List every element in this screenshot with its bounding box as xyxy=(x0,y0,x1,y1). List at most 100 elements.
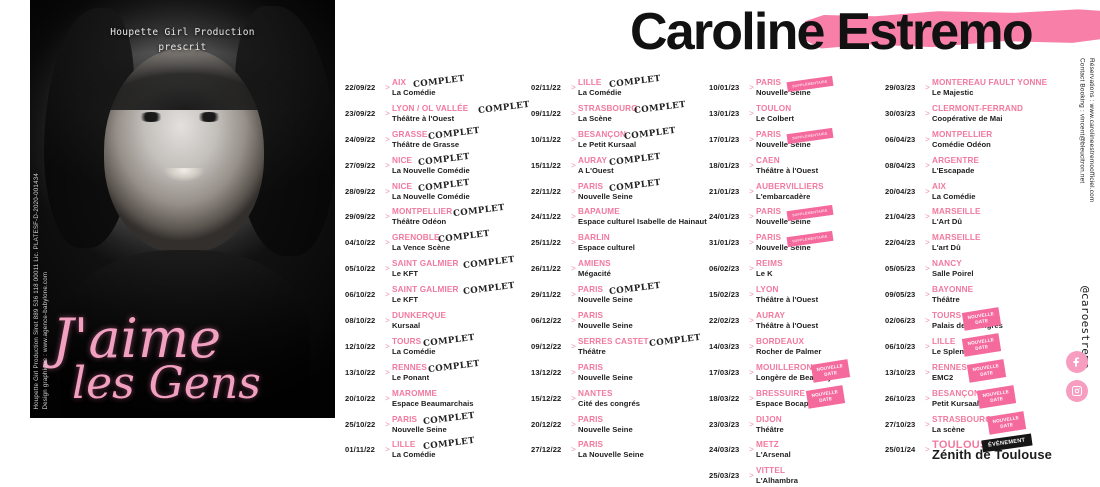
tour-date-text: BORDEAUX Rocher de Palmer xyxy=(756,337,885,358)
chevron-right-icon: > xyxy=(925,160,930,170)
tour-date-row[interactable]: 13/01/23 > TOULON Le Colbert xyxy=(709,104,885,125)
tour-date-row[interactable]: 21/04/23 > MARSEILLE L'Art Dû xyxy=(885,207,1050,228)
tour-date-row[interactable]: 21/01/23 > AUBERVILLIERS L'embarcadère xyxy=(709,182,885,203)
tour-date-row[interactable]: 17/03/23 > MOUILLERON Longère de Beaupuy NOU… xyxy=(709,359,885,384)
tour-date-row[interactable]: 29/11/22 > PARIS Nouvelle Seine COMPLET xyxy=(531,281,709,306)
tour-date-row[interactable]: 26/10/23 > BESANÇON Petit Kursaal NOUVELLE DA… xyxy=(885,384,1050,410)
tour-date-row[interactable]: 25/11/22 > BARLIN Espace culturel xyxy=(531,233,709,254)
tour-date-row[interactable]: 18/01/23 > CAEN Théâtre à l'Ouest xyxy=(709,156,885,177)
chevron-right-icon: > xyxy=(749,316,754,326)
tour-dates-grid: 22/09/22 > AIX La Comédie COMPLET 23/09/22 > LY… xyxy=(345,74,1052,485)
tour-date-row[interactable]: 25/01/24 > TOULOUSE Zénith de Toulouse ÉVÉNE… xyxy=(885,434,1052,461)
tour-date-row[interactable]: 01/11/22 > LILLE La Comédie COMPLET xyxy=(345,436,531,461)
tour-date-row[interactable]: 13/12/22 > PARIS Nouvelle Seine xyxy=(531,363,709,384)
tour-date-row[interactable]: 09/12/22 > SERRES CASTET Théâtre COMPLET xyxy=(531,333,709,358)
tour-city: REIMS xyxy=(756,259,783,269)
tour-date: 18/01/23 xyxy=(709,160,740,170)
production-credit: Houpette Girl Production prescrit xyxy=(30,25,335,55)
tour-date: 15/11/22 xyxy=(531,160,561,170)
tour-date-row[interactable]: 22/11/22 > PARIS Nouvelle Seine COMPLET xyxy=(531,177,709,203)
tour-date-row[interactable]: 13/10/22 > RENNES Le Ponant COMPLET xyxy=(345,359,531,384)
tour-date-row[interactable]: 20/10/22 > MAROMME Espace Beaumarchais xyxy=(345,389,531,410)
tour-date-row[interactable]: 06/12/22 > PARIS Nouvelle Seine xyxy=(531,311,709,332)
tour-date-row[interactable]: 05/10/22 > SAINT GALMIER Le KFT COMPLET xyxy=(345,255,531,280)
tour-date-row[interactable]: 10/01/23 > PARIS Nouvelle Seine SUPPLÉMENTAI… xyxy=(709,75,885,99)
tour-date-row[interactable]: 15/11/22 > AURAY A L'Ouest COMPLET xyxy=(531,152,709,177)
tour-date: 30/03/23 xyxy=(885,108,916,118)
tour-date-row[interactable]: 23/09/22 > LYON / OL VALLÉE Théâtre à l'Oue… xyxy=(345,100,531,125)
tour-date-row[interactable]: 24/09/22 > GRASSE Théâtre de Grasse COMPLET xyxy=(345,126,531,151)
chevron-right-icon: > xyxy=(385,445,390,455)
tour-city: MARSEILLE xyxy=(932,207,981,217)
tour-date-text: NICE La Nouvelle Comédie xyxy=(392,182,531,203)
tour-date-row[interactable]: 09/11/22 > STRASBOURG La Scène COMPLET xyxy=(531,100,709,125)
tour-date-row[interactable]: 27/09/22 > NICE La Nouvelle Comédie COMPLET xyxy=(345,152,531,177)
tour-date-row[interactable]: 08/04/23 > ARGENTRE L'Escapade xyxy=(885,156,1050,177)
tour-date-row[interactable]: 15/02/23 > LYON Théâtre à l'Ouest xyxy=(709,285,885,306)
tour-date-row[interactable]: 17/01/23 > PARIS Nouvelle Seine SUPPLÉMENTAI… xyxy=(709,127,885,151)
chevron-right-icon: > xyxy=(749,341,754,351)
tour-date-row[interactable]: 25/03/23 > VITTEL L'Alhambra xyxy=(709,466,885,487)
production-credit-line2: prescrit xyxy=(158,42,207,53)
tour-date-row[interactable]: 06/04/23 > MONTPELLIER Comédie Odéon xyxy=(885,130,1050,151)
tour-date-row[interactable]: 06/10/23 > LILLE Le Splendid NOUVELLE DATE xyxy=(885,333,1050,358)
tour-date-row[interactable]: 27/12/22 > PARIS La Nouvelle Seine xyxy=(531,440,709,461)
tour-city: AUBERVILLIERS xyxy=(756,181,824,191)
tour-city: TOULON xyxy=(756,103,792,113)
chevron-right-icon: > xyxy=(571,445,576,455)
tour-date-text: PARIS Nouvelle Seine xyxy=(756,78,885,99)
chevron-right-icon: > xyxy=(571,393,576,403)
tour-date-row[interactable]: 24/11/22 > BAPAUME Espace culturel Isabelle… xyxy=(531,207,709,228)
tour-city: SAINT GALMIER xyxy=(392,259,459,269)
tour-city: MONTPELLIER xyxy=(392,207,453,217)
tour-date-row[interactable]: 29/03/23 > MONTEREAU FAULT YONNE Le Majesti… xyxy=(885,78,1050,99)
tour-venue: Théâtre de Grasse xyxy=(392,139,460,149)
chevron-right-icon: > xyxy=(749,108,754,118)
instagram-icon[interactable] xyxy=(1066,380,1088,402)
tour-date-row[interactable]: 12/10/22 > TOURS La Comédie COMPLET xyxy=(345,333,531,358)
tour-date-row[interactable]: 05/05/23 > NANCY Salle Poirel xyxy=(885,259,1050,280)
chevron-right-icon: > xyxy=(571,264,576,274)
tour-date-row[interactable]: 29/09/22 > MONTPELLIER Théâtre Odéon COMPLET xyxy=(345,203,531,228)
tour-date-text: BAPAUME Espace culturel Isabelle de Haina… xyxy=(578,207,709,228)
tour-date-row[interactable]: 09/05/23 > BAYONNE Théâtre xyxy=(885,285,1050,306)
tour-date-row[interactable]: 06/10/22 > SAINT GALMIER Le KFT COMPLET xyxy=(345,281,531,306)
tour-venue: Palais des Congrés xyxy=(932,321,1003,331)
tour-date-row[interactable]: 22/02/23 > AURAY Théâtre à l'Ouest xyxy=(709,311,885,332)
tour-date-row[interactable]: 20/04/23 > AIX La Comédie xyxy=(885,182,1050,203)
tour-venue: Le KFT xyxy=(392,269,419,279)
tour-date-row[interactable]: 24/01/23 > PARIS Nouvelle Seine SUPPLÉMENTAI… xyxy=(709,205,885,228)
tour-venue: Le K xyxy=(756,269,773,279)
tour-date-row[interactable]: 02/06/23 > TOURS Palais des Congrés NOUVELLE… xyxy=(885,307,1050,332)
tour-date-row[interactable]: 22/09/22 > AIX La Comédie COMPLET xyxy=(345,74,531,99)
tour-date-text: AMIENS Mégacité xyxy=(578,259,709,280)
tour-date-row[interactable]: 15/12/22 > NANTES Cité des congrés xyxy=(531,389,709,410)
tour-city: VITTEL xyxy=(756,466,786,476)
tour-date-text: NICE La Nouvelle Comédie xyxy=(392,156,531,177)
tour-date-row[interactable]: 14/03/23 > BORDEAUX Rocher de Palmer xyxy=(709,337,885,358)
tour-date-row[interactable]: 02/11/22 > LILLE La Comédie COMPLET xyxy=(531,74,709,99)
tour-date-row[interactable]: 08/10/22 > DUNKERQUE Kursaal xyxy=(345,311,531,332)
show-title-line1: J'aime xyxy=(52,306,222,370)
chevron-right-icon: > xyxy=(385,419,390,429)
chevron-right-icon: > xyxy=(571,83,576,92)
facebook-icon[interactable] xyxy=(1066,351,1088,373)
tour-date-row[interactable]: 24/03/23 > METZ L'Arsenal xyxy=(709,440,885,461)
tour-date-row[interactable]: 06/02/23 > REIMS Le K xyxy=(709,259,885,280)
tour-date-text: SAINT GALMIER Le KFT xyxy=(392,259,531,280)
tour-venue: Théâtre à l'Ouest xyxy=(756,321,819,331)
tour-date: 05/05/23 xyxy=(885,264,916,274)
tour-date-row[interactable]: 18/03/22 > BRESSUIRE Espace Bocapole NOUVELL… xyxy=(709,384,885,410)
tour-date-row[interactable]: 30/03/23 > CLERMONT-FERRAND Coopérative de … xyxy=(885,104,1050,125)
tour-date-text: LYON Théâtre à l'Ouest xyxy=(756,285,885,306)
tour-city: MONTPELLIER xyxy=(932,129,993,139)
chevron-right-icon: > xyxy=(385,238,390,248)
tour-city: PARIS xyxy=(578,362,604,372)
tour-date-row[interactable]: 04/10/22 > GRENOBLE La Vence Scène COMPLET xyxy=(345,229,531,254)
tour-date-row[interactable]: 26/11/22 > AMIENS Mégacité xyxy=(531,259,709,280)
tour-date-row[interactable]: 31/01/23 > PARIS Nouvelle Seine SUPPLÉMENTAI… xyxy=(709,231,885,254)
tour-date-row[interactable]: 28/09/22 > NICE La Nouvelle Comédie COMPLET xyxy=(345,177,531,203)
tour-date-row[interactable]: 22/04/23 > MARSEILLE L'art Dû xyxy=(885,233,1050,254)
tour-date-row[interactable]: 10/11/22 > BESANÇON Le Petit Kursaal COMPLET xyxy=(531,126,709,151)
tour-date-row[interactable]: 13/10/23 > RENNES EMC2 NOUVELLE DATE xyxy=(885,359,1050,384)
